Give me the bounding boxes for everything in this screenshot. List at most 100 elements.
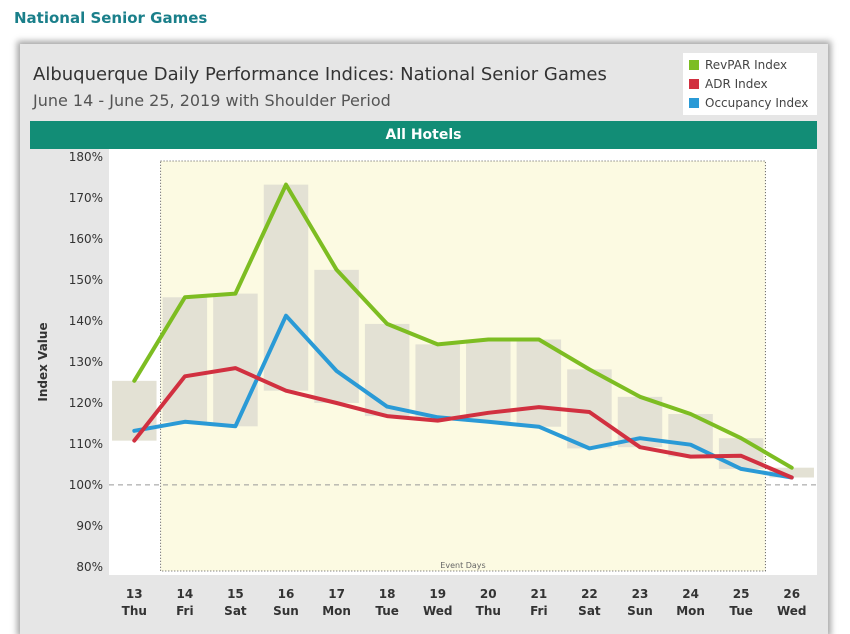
revpar-point bbox=[183, 296, 186, 299]
x-tick-day: 13 bbox=[126, 587, 143, 601]
x-tick-weekday: Sun bbox=[273, 604, 299, 618]
legend-item-adr[interactable]: ADR Index bbox=[689, 75, 768, 93]
adr-point bbox=[487, 411, 490, 414]
revpar-point bbox=[740, 437, 743, 440]
occupancy-point bbox=[436, 416, 439, 419]
occupancy-point bbox=[386, 405, 389, 408]
x-tick-weekday: Wed bbox=[777, 604, 807, 618]
range-bar bbox=[516, 339, 562, 427]
range-bar bbox=[466, 339, 511, 422]
range-bar bbox=[364, 323, 410, 417]
revpar-point bbox=[689, 413, 692, 416]
x-tick-weekday: Sat bbox=[578, 604, 601, 618]
x-tick-weekday: Sat bbox=[224, 604, 247, 618]
revpar-point bbox=[588, 368, 591, 371]
revpar-point bbox=[234, 292, 237, 295]
x-tick-weekday: Fri bbox=[530, 604, 547, 618]
y-tick-label: 130% bbox=[69, 355, 103, 369]
adr-point bbox=[639, 446, 642, 449]
legend-label-revpar: RevPAR Index bbox=[705, 58, 788, 72]
revpar-point bbox=[335, 268, 338, 271]
legend-swatch-occupancy bbox=[689, 98, 699, 108]
x-tick-day: 19 bbox=[429, 587, 446, 601]
x-tick-day: 24 bbox=[682, 587, 699, 601]
occupancy-point bbox=[639, 437, 642, 440]
y-tick-label: 80% bbox=[76, 560, 103, 574]
chart-subtitle: June 14 - June 25, 2019 with Shoulder Pe… bbox=[33, 91, 391, 110]
revpar-point bbox=[639, 395, 642, 398]
x-tick-weekday: Fri bbox=[176, 604, 193, 618]
range-bar bbox=[415, 344, 460, 421]
x-tick-weekday: Thu bbox=[122, 604, 147, 618]
y-tick-label: 180% bbox=[69, 150, 103, 164]
x-tick-day: 14 bbox=[177, 587, 194, 601]
adr-point bbox=[436, 419, 439, 422]
range-bar bbox=[162, 297, 208, 422]
revpar-point bbox=[537, 338, 540, 341]
occupancy-point bbox=[487, 420, 490, 423]
y-tick-label: 100% bbox=[69, 478, 103, 492]
range-bar bbox=[769, 467, 814, 478]
occupancy-point bbox=[740, 467, 743, 470]
x-tick-day: 16 bbox=[278, 587, 295, 601]
legend-label-occupancy: Occupancy Index bbox=[705, 96, 809, 110]
occupancy-point bbox=[537, 425, 540, 428]
y-tick-label: 160% bbox=[69, 232, 103, 246]
occupancy-line bbox=[132, 313, 794, 480]
x-tick-weekday: Mon bbox=[322, 604, 351, 618]
x-tick-day: 25 bbox=[733, 587, 750, 601]
occupancy-point bbox=[588, 447, 591, 450]
x-tick-weekday: Wed bbox=[423, 604, 453, 618]
revpar-point bbox=[133, 379, 136, 382]
x-tick-weekday: Thu bbox=[476, 604, 501, 618]
all-hotels-band: All Hotels bbox=[30, 121, 817, 149]
adr-point bbox=[588, 410, 591, 413]
x-tick-weekday: Mon bbox=[676, 604, 705, 618]
adr-point bbox=[689, 455, 692, 458]
adr-point bbox=[740, 454, 743, 457]
y-tick-label: 90% bbox=[76, 519, 103, 533]
y-tick-label: 170% bbox=[69, 191, 103, 205]
adr-point bbox=[285, 389, 288, 392]
revpar-point bbox=[436, 343, 439, 346]
adr-line bbox=[132, 366, 794, 480]
y-axis-label: Index Value bbox=[36, 322, 50, 401]
occupancy-point bbox=[335, 370, 338, 373]
occupancy-point bbox=[234, 425, 237, 428]
occupancy-point bbox=[183, 420, 186, 423]
x-tick-day: 23 bbox=[632, 587, 649, 601]
revpar-point bbox=[487, 338, 490, 341]
revpar-point bbox=[790, 466, 793, 469]
x-tick-weekday: Sun bbox=[627, 604, 653, 618]
y-tick-label: 140% bbox=[69, 314, 103, 328]
chart-title: Albuquerque Daily Performance Indices: N… bbox=[33, 64, 607, 85]
x-tick-day: 15 bbox=[227, 587, 244, 601]
adr-point bbox=[133, 439, 136, 442]
y-tick-label: 120% bbox=[69, 396, 103, 410]
legend-item-occupancy[interactable]: Occupancy Index bbox=[689, 94, 808, 112]
adr-point bbox=[790, 476, 793, 479]
occupancy-point bbox=[285, 314, 288, 317]
legend-swatch-revpar bbox=[689, 60, 699, 70]
revpar-point bbox=[285, 183, 288, 186]
adr-point bbox=[386, 415, 389, 418]
x-tick-day: 21 bbox=[531, 587, 548, 601]
adr-point bbox=[537, 406, 540, 409]
x-tick-day: 26 bbox=[783, 587, 800, 601]
legend: RevPAR Index ADR Index Occupancy Index bbox=[683, 53, 817, 115]
adr-point bbox=[335, 401, 338, 404]
x-tick-day: 20 bbox=[480, 587, 497, 601]
adr-point bbox=[234, 367, 237, 370]
event-days-label: Event Days bbox=[440, 561, 485, 570]
occupancy-point bbox=[133, 429, 136, 432]
line-chart: Event Days 80% 90% 100% 110% 120% 130% 140% 150%… bbox=[36, 149, 817, 618]
legend-swatch-adr bbox=[689, 79, 699, 89]
legend-item-revpar[interactable]: RevPAR Index bbox=[689, 56, 787, 74]
x-tick-day: 17 bbox=[328, 587, 345, 601]
y-tick-label: 110% bbox=[69, 437, 103, 451]
x-tick-weekday: Tue bbox=[729, 604, 753, 618]
y-tick-label: 150% bbox=[69, 273, 103, 287]
x-tick-day: 18 bbox=[379, 587, 396, 601]
x-tick-day: 22 bbox=[581, 587, 598, 601]
chart-panel: Albuquerque Daily Performance Indices: N… bbox=[20, 44, 828, 634]
